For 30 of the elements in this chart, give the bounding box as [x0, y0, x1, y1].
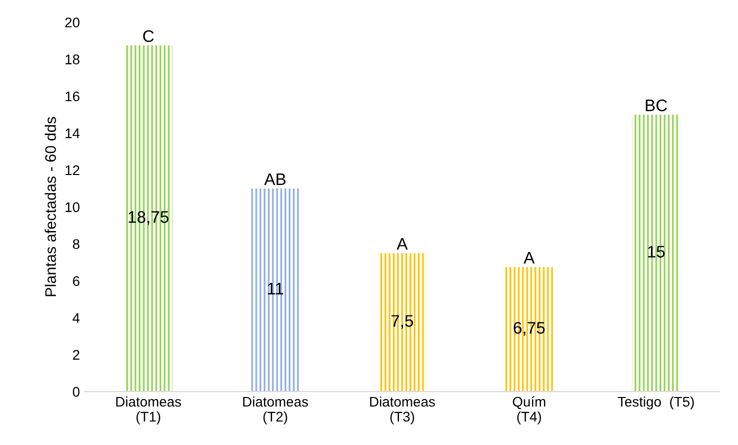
x-tick-label: Diatomeas (T1)	[116, 396, 182, 424]
annotation: AB	[264, 174, 286, 185]
data-label: 18,75	[128, 211, 168, 225]
y-tick-label: 20	[65, 18, 80, 28]
y-tick-label: 14	[66, 128, 80, 138]
y-axis-title: Plantas afectadas - 60 dds	[44, 117, 56, 296]
y-tick-label: 10	[66, 202, 80, 212]
x-tick-label: Testigo (T5)	[618, 396, 694, 410]
y-tick-label: 6	[72, 276, 80, 286]
y-tick-label: 4	[72, 313, 80, 323]
bar	[251, 188, 300, 392]
y-tick-label: 12	[66, 165, 80, 176]
data-label: 11	[268, 282, 284, 294]
x-tick-label: Diatomeas (T3)	[370, 396, 435, 424]
bar	[632, 114, 680, 392]
y-tick-label: 2	[72, 350, 80, 360]
annotation: BC	[646, 99, 668, 112]
y-tick-label: 0	[72, 386, 80, 397]
annotation: C	[143, 30, 154, 42]
y-tick-label: 16	[66, 91, 80, 102]
x-tick-label: Diatomeas (T2)	[243, 396, 308, 424]
bar	[124, 45, 172, 392]
x-tick-label: Quím (T4)	[512, 396, 546, 424]
y-tick-label: 18	[66, 54, 80, 64]
annotation: A	[524, 252, 535, 264]
y-tick-label: 8	[72, 239, 80, 250]
bar	[378, 253, 426, 392]
annotation: A	[396, 238, 408, 250]
bar	[505, 266, 554, 392]
data-label: 15	[648, 246, 665, 258]
